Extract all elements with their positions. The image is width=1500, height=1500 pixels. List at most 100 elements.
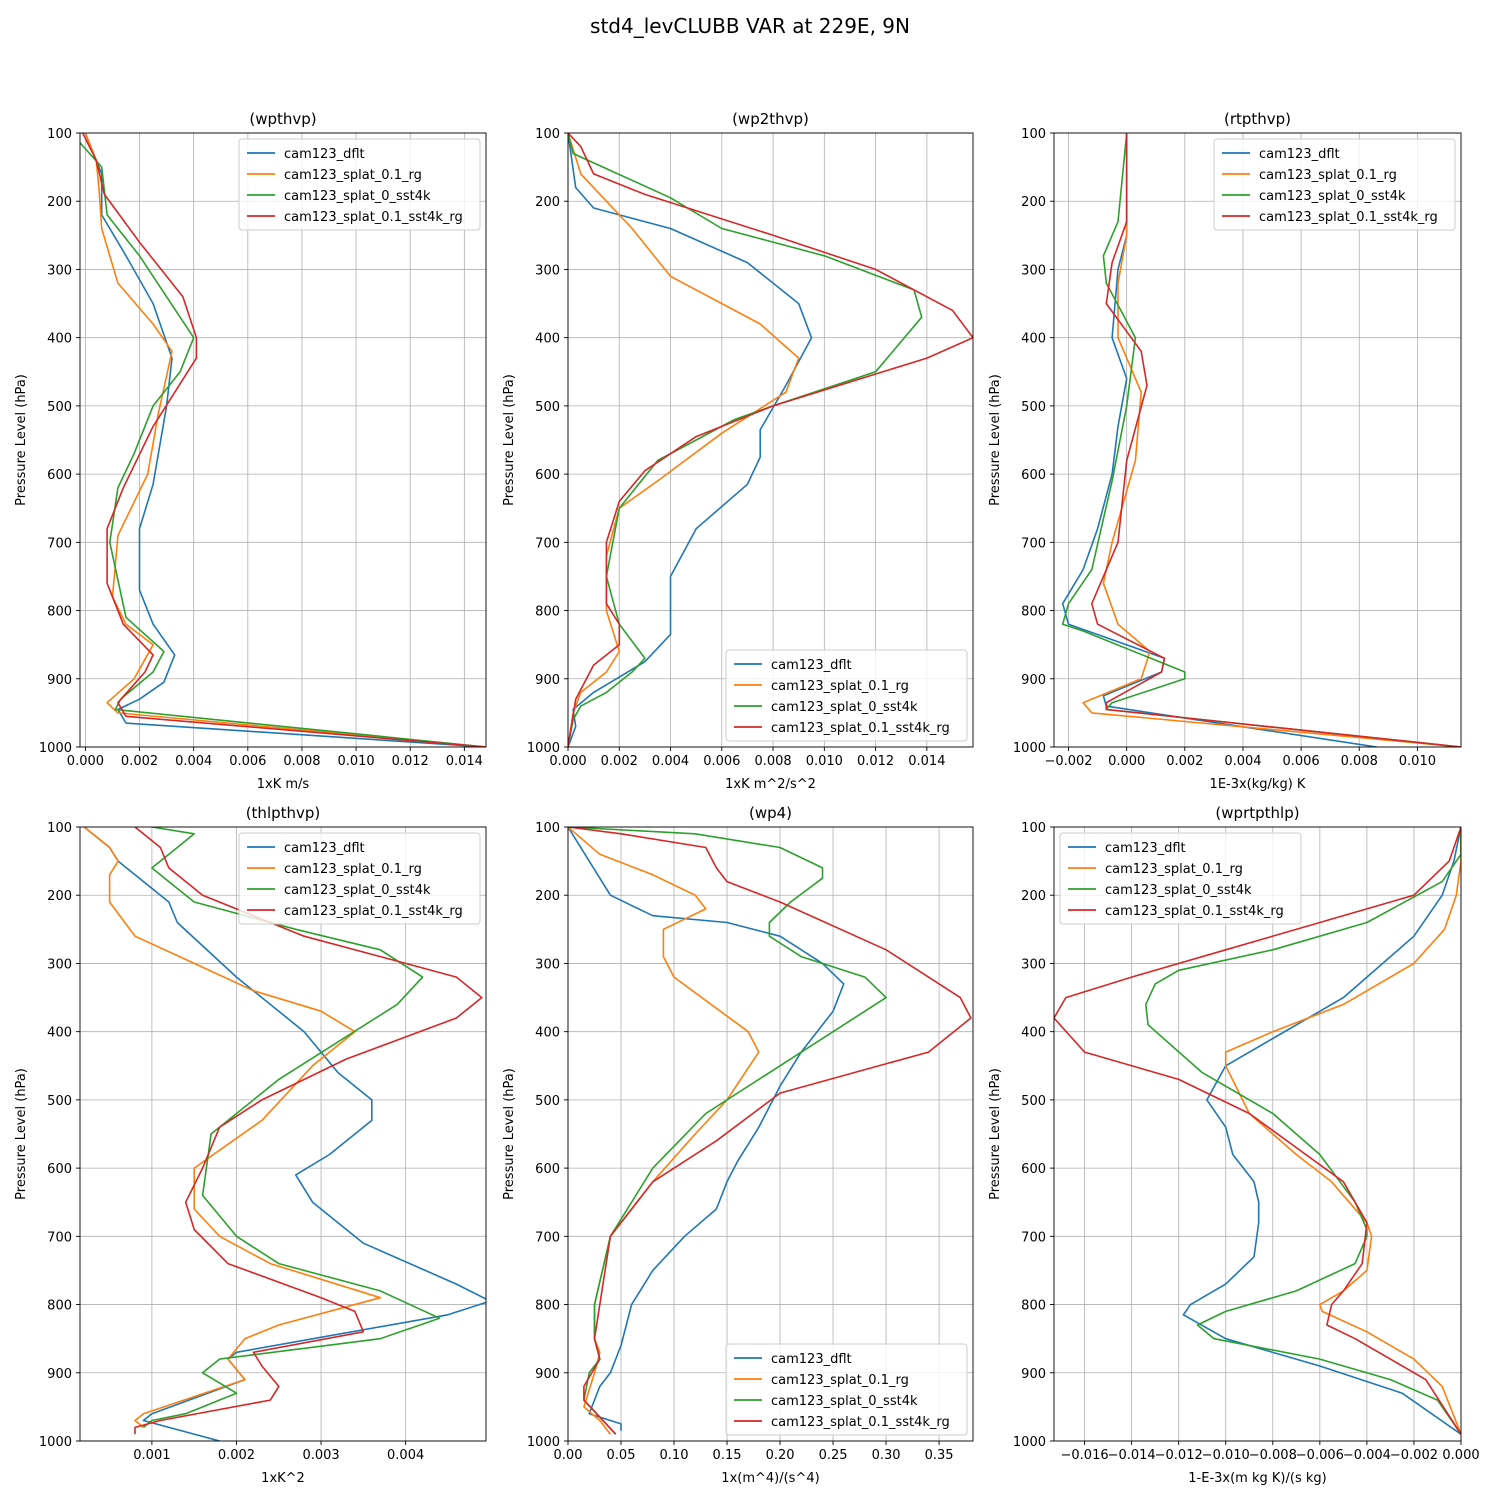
series-line-cam123_splat_0.1_rg — [83, 827, 382, 1429]
y-tick-label: 1000 — [527, 1435, 560, 1450]
x-tick-label: 0.014 — [446, 754, 483, 769]
series-line-cam123_splat_0_sst4k — [80, 141, 486, 747]
y-tick-label: 600 — [535, 1162, 560, 1177]
x-axis-label: 1xK m/s — [257, 777, 310, 792]
y-tick-label: 100 — [1021, 127, 1046, 142]
y-tick-label: 300 — [535, 957, 560, 972]
x-tick-label: −0.002 — [1390, 1448, 1438, 1463]
x-tick-label: 0.014 — [908, 754, 945, 769]
y-tick-label: 500 — [1021, 400, 1046, 415]
x-tick-label: −0.012 — [1155, 1448, 1203, 1463]
y-tick-label: 200 — [47, 889, 72, 904]
x-tick-label: −0.008 — [1249, 1448, 1297, 1463]
legend-label: cam123_dflt — [771, 1352, 852, 1367]
y-tick-label: 300 — [1021, 263, 1046, 278]
series-line-cam123_splat_0.1_sst4k_rg — [81, 133, 486, 747]
series-line-cam123_splat_0_sst4k — [142, 827, 441, 1429]
y-tick-label: 800 — [535, 1299, 560, 1314]
y-tick-label: 200 — [535, 195, 560, 210]
legend-label: cam123_splat_0.1_rg — [771, 679, 909, 694]
subplot-title: (wp2thvp) — [732, 110, 809, 128]
subplot-title: (wprtpthlp) — [1215, 804, 1299, 822]
series-line-cam123_splat_0_sst4k — [568, 133, 923, 747]
y-tick-label: 200 — [1021, 195, 1046, 210]
x-tick-label: 0.012 — [857, 754, 894, 769]
legend-label: cam123_splat_0.1_sst4k_rg — [771, 1415, 950, 1430]
x-tick-label: 0.004 — [652, 754, 689, 769]
x-tick-label: 0.002 — [121, 754, 158, 769]
legend: cam123_dflt cam123_splat_0.1_rg cam123_spl… — [238, 138, 481, 231]
y-axis-label: Pressure Level (hPa) — [988, 1068, 1003, 1200]
y-tick-label: 1000 — [39, 741, 72, 756]
legend-label: cam123_splat_0.1_sst4k_rg — [284, 904, 463, 919]
x-tick-label: 0.004 — [1224, 754, 1261, 769]
y-tick-label: 100 — [47, 127, 72, 142]
x-axis-label: 1-E-3x(m kg K)/(s kg) — [1188, 1471, 1326, 1486]
legend-label: cam123_splat_0.1_sst4k_rg — [1259, 210, 1438, 225]
series-line-cam123_dflt — [568, 827, 845, 1431]
series-line-cam123_splat_0.1_sst4k_rg — [568, 827, 972, 1435]
legend-box — [1213, 138, 1456, 231]
legend-box — [238, 138, 481, 231]
y-tick-label: 1000 — [1013, 1435, 1046, 1450]
legend-label: cam123_splat_0.1_rg — [771, 1373, 909, 1388]
legend-label: cam123_splat_0_sst4k — [771, 700, 918, 715]
y-tick-label: 700 — [1021, 1230, 1046, 1245]
legend-label: cam123_splat_0_sst4k — [284, 189, 431, 204]
x-tick-label: 0.000 — [1442, 1448, 1479, 1463]
y-tick-label: 300 — [47, 957, 72, 972]
x-tick-label: 0.012 — [392, 754, 429, 769]
series-line-cam123_splat_0.1_sst4k_rg — [134, 827, 483, 1435]
y-tick-label: 800 — [1021, 605, 1046, 620]
legend-box — [725, 649, 968, 742]
x-axis-label: 1x(m^4)/(s^4) — [721, 1471, 819, 1486]
y-tick-label: 400 — [1021, 1026, 1046, 1041]
x-tick-label: −0.006 — [1296, 1448, 1344, 1463]
legend-label: cam123_splat_0.1_sst4k_rg — [284, 210, 463, 225]
legend-label: cam123_splat_0.1_sst4k_rg — [771, 721, 950, 736]
subplot-title: (thlpthvp) — [246, 804, 321, 822]
legend-label: cam123_splat_0.1_rg — [1259, 168, 1397, 183]
legend-box — [238, 832, 481, 925]
axes-frame — [79, 132, 487, 748]
x-tick-label: 0.006 — [229, 754, 266, 769]
y-tick-label: 500 — [535, 400, 560, 415]
x-tick-label: 0.010 — [337, 754, 374, 769]
y-tick-label: 900 — [47, 673, 72, 688]
y-tick-label: 600 — [1021, 468, 1046, 483]
x-axis-label: 1xK^2 — [261, 1471, 305, 1486]
y-tick-label: 1000 — [1013, 741, 1046, 756]
series-line-cam123_splat_0.1_rg — [84, 133, 486, 747]
legend-label: cam123_splat_0_sst4k — [771, 1394, 918, 1409]
legend-box — [1059, 832, 1302, 925]
y-tick-label: 700 — [535, 536, 560, 551]
legend-label: cam123_dflt — [1259, 147, 1340, 162]
subplot-3: −0.002 0.000 0.002 0.004 0.006 0.008 0.010 100 2… — [988, 110, 1462, 792]
subplot-2: 0.000 0.002 0.004 0.006 0.008 0.010 0.012 0.014… — [502, 110, 974, 792]
y-tick-label: 700 — [47, 536, 72, 551]
axes-frame — [1053, 826, 1462, 1442]
series-line-cam123_dflt — [1061, 133, 1377, 747]
subplot-title: (rtpthvp) — [1224, 110, 1291, 128]
subplot-5: 0.00 0.05 0.10 0.15 0.20 0.25 0.30 0.35 100 200 30… — [502, 804, 974, 1486]
legend-label: cam123_splat_0_sst4k — [284, 883, 431, 898]
y-tick-label: 100 — [47, 821, 72, 836]
x-tick-label: 0.25 — [819, 1448, 848, 1463]
y-tick-label: 700 — [535, 1230, 560, 1245]
x-tick-label: 0.002 — [218, 1448, 255, 1463]
legend-label: cam123_splat_0.1_rg — [284, 168, 422, 183]
y-tick-label: 100 — [535, 821, 560, 836]
series-line-cam123_splat_0_sst4k — [1061, 133, 1461, 747]
x-tick-label: 0.006 — [703, 754, 740, 769]
x-tick-label: 0.10 — [660, 1448, 689, 1463]
series-line-cam123_dflt — [84, 133, 486, 747]
y-tick-label: 500 — [47, 400, 72, 415]
y-tick-label: 400 — [47, 332, 72, 347]
y-tick-label: 300 — [47, 263, 72, 278]
x-tick-label: −0.016 — [1061, 1448, 1109, 1463]
figure-title: std4_levCLUBB VAR at 229E, 9N — [590, 14, 910, 38]
y-tick-label: 400 — [47, 1026, 72, 1041]
y-tick-label: 300 — [1021, 957, 1046, 972]
y-tick-label: 200 — [1021, 889, 1046, 904]
series-line-cam123_splat_0.1_sst4k_rg — [568, 133, 973, 747]
